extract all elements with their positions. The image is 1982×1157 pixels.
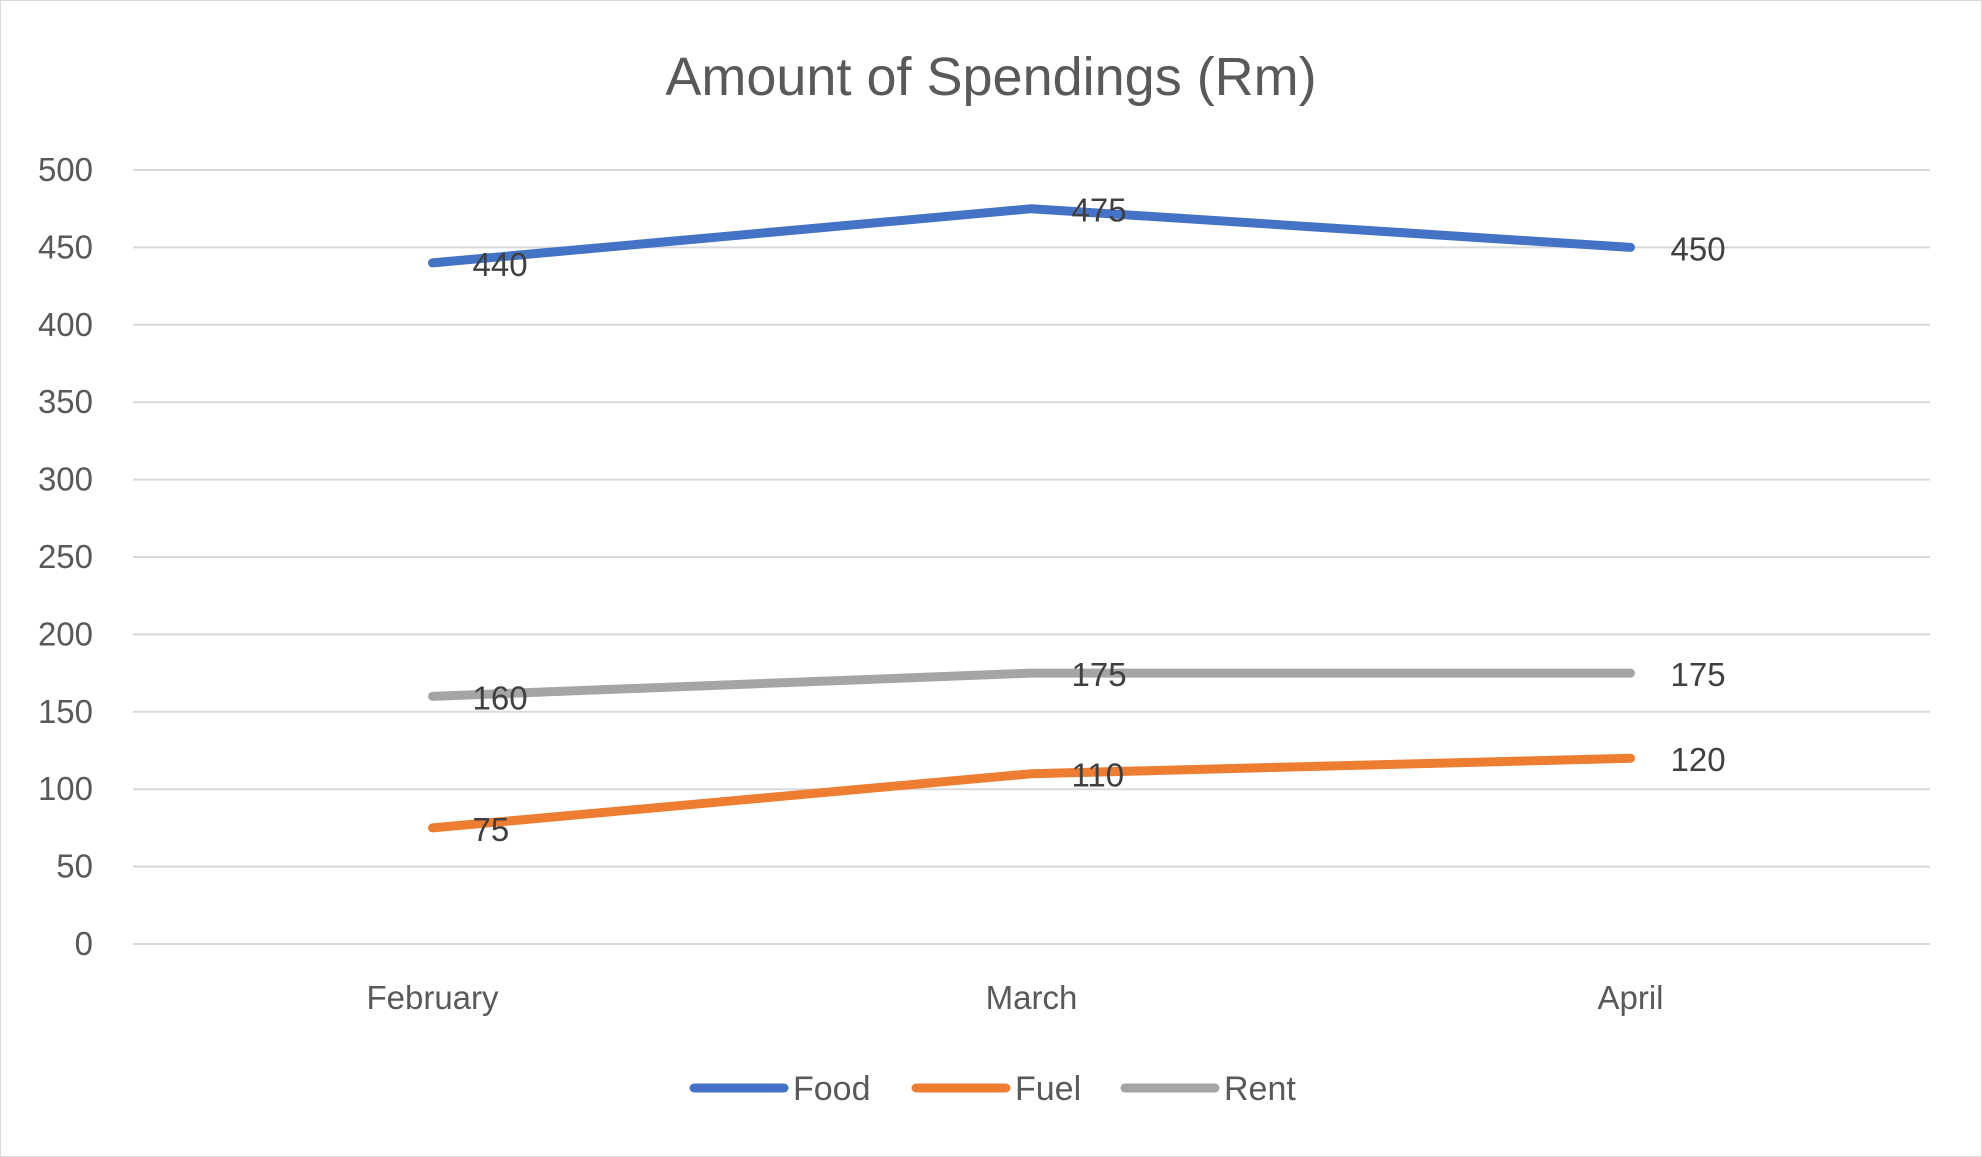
legend-label-rent: Rent xyxy=(1224,1070,1296,1108)
data-label-rent: 175 xyxy=(1072,656,1127,693)
series-line-food xyxy=(428,204,1635,268)
y-tick-label: 450 xyxy=(38,228,93,265)
y-tick-label: 300 xyxy=(38,461,93,498)
data-label-rent: 160 xyxy=(473,679,528,716)
series-line-rent xyxy=(428,668,1635,701)
y-tick-label: 500 xyxy=(38,151,93,188)
data-label-fuel: 75 xyxy=(473,811,510,848)
x-tick-label: February xyxy=(366,979,499,1016)
y-tick-label: 100 xyxy=(38,770,93,807)
data-label-fuel: 110 xyxy=(1072,757,1125,794)
data-label-fuel: 120 xyxy=(1671,741,1726,778)
data-label-food: 475 xyxy=(1072,192,1127,229)
y-tick-label: 0 xyxy=(75,925,93,962)
y-tick-label: 150 xyxy=(38,693,93,730)
x-axis-ticks: February March April xyxy=(366,979,1663,1016)
data-label-rent: 175 xyxy=(1671,656,1726,693)
y-tick-label: 50 xyxy=(56,848,93,885)
y-tick-label: 350 xyxy=(38,383,93,420)
gridlines xyxy=(133,169,1930,945)
x-tick-label: April xyxy=(1597,979,1663,1016)
y-tick-label: 400 xyxy=(38,306,93,343)
legend-label-food: Food xyxy=(793,1070,871,1108)
chart-title: Amount of Spendings (Rm) xyxy=(665,47,1316,107)
series-line-fuel xyxy=(428,753,1635,833)
x-tick-label: March xyxy=(986,979,1078,1016)
series-lines xyxy=(428,204,1635,833)
data-label-food: 440 xyxy=(473,246,528,283)
legend-label-fuel: Fuel xyxy=(1015,1070,1081,1108)
data-labels: 440 475 450 75 110 120 160 175 175 xyxy=(473,192,1726,848)
data-label-food: 450 xyxy=(1671,230,1726,267)
y-axis-ticks: 0 50 100 150 200 250 300 350 400 450 500 xyxy=(38,151,93,962)
legend: Food Fuel Rent xyxy=(689,1070,1296,1108)
y-tick-label: 250 xyxy=(38,538,93,575)
y-tick-label: 200 xyxy=(38,615,93,652)
